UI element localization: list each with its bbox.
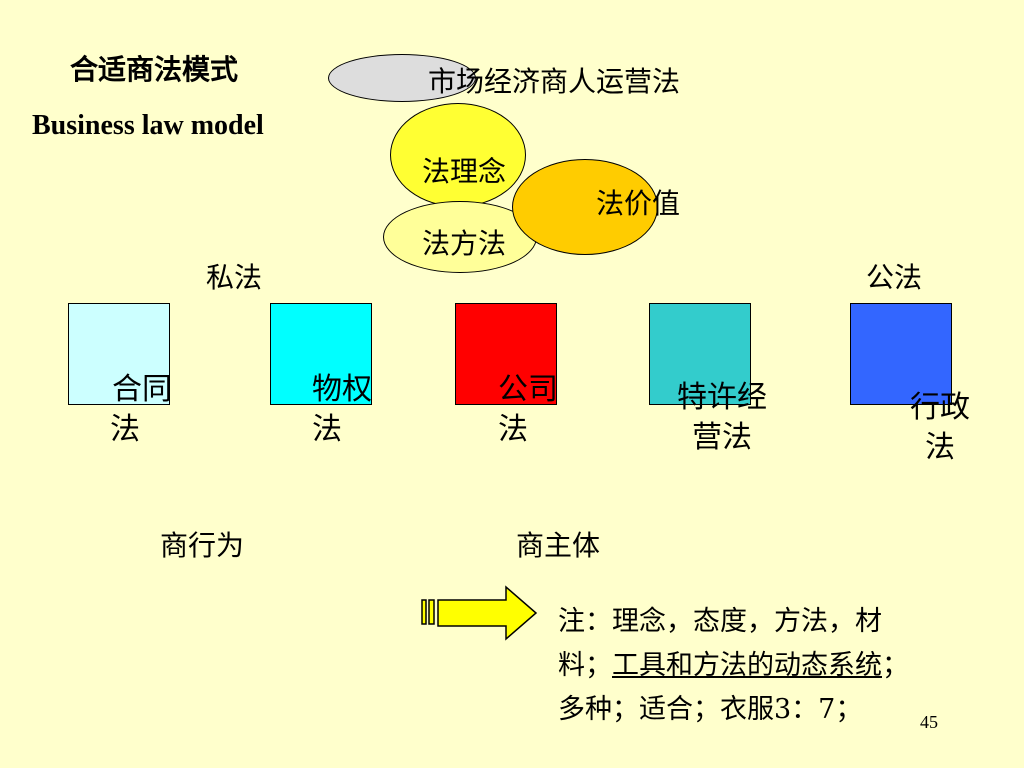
market-label: 市场经济商人运营法 xyxy=(428,65,681,98)
commercial-subject-label: 商主体 xyxy=(516,529,601,562)
title-english: Business law model xyxy=(32,110,264,141)
commercial-act-label: 商行为 xyxy=(160,529,245,562)
note-underlined: 工具和方法的动态系统 xyxy=(612,650,882,681)
value-label: 法价值 xyxy=(596,187,681,220)
franchise-law-label: 特许经 营法 xyxy=(677,380,767,455)
company-law-label: 公司法 xyxy=(498,372,558,447)
franchise-law-box xyxy=(649,303,751,405)
property-law-box xyxy=(270,303,372,405)
page-number: 45 xyxy=(920,712,938,732)
market-ellipse xyxy=(328,54,476,102)
administrative-law-label: 行政法 xyxy=(910,390,970,465)
method-label: 法方法 xyxy=(422,227,507,260)
title-chinese: 合适商法模式 xyxy=(70,53,239,86)
concept-ellipse xyxy=(390,103,526,207)
public-law-label: 公法 xyxy=(866,261,923,294)
value-ellipse xyxy=(512,159,658,255)
note-text: 注：理念，态度，方法，材料；工具和方法的动态系统；多种；适合；衣服3：7； xyxy=(558,606,909,725)
contract-law-label: 合同法 xyxy=(110,372,172,447)
private-law-label: 私法 xyxy=(206,261,263,294)
property-law-label: 物权法 xyxy=(312,372,372,447)
right-arrow-icon xyxy=(421,585,538,641)
contract-law-box xyxy=(68,303,170,405)
method-ellipse xyxy=(383,201,537,273)
company-law-box xyxy=(455,303,557,405)
administrative-law-box xyxy=(850,303,952,405)
concept-label: 法理念 xyxy=(422,155,507,188)
